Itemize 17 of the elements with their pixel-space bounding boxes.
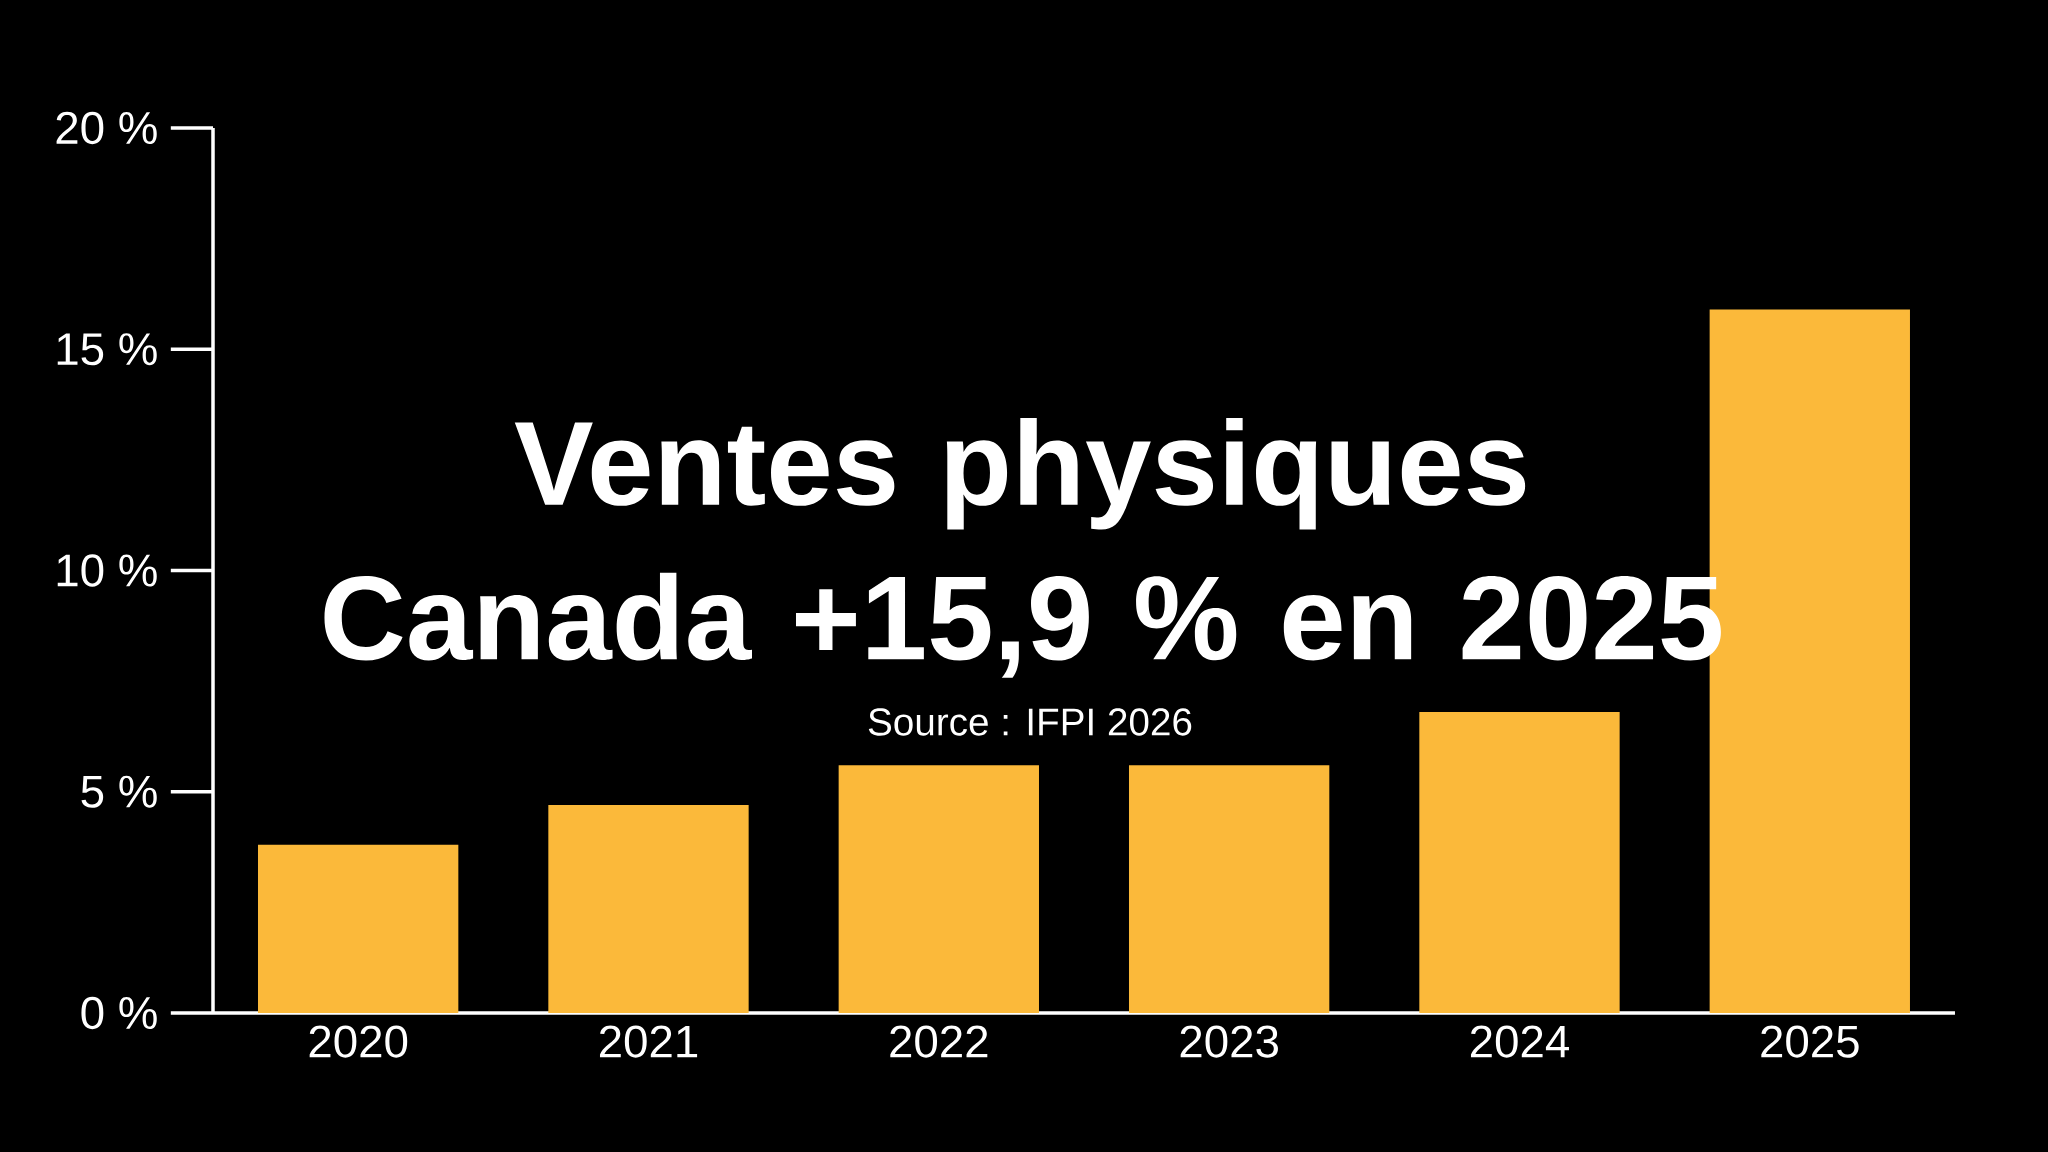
y-tick-label: 10 % (57, 554, 157, 587)
x-tick-label: 2025 (1761, 1025, 1859, 1058)
x-tick-label: 2024 (1470, 1025, 1569, 1058)
bar (548, 805, 749, 1013)
y-tick-label: 0 % (81, 996, 157, 1030)
annotation: Source : IFPI 2026 (868, 708, 1192, 736)
bar (838, 765, 1039, 1013)
x-tick-label: 2022 (890, 1025, 988, 1058)
y-tick-label: 5 % (81, 775, 157, 808)
x-tick-label: 2023 (1180, 1025, 1278, 1058)
x-tick-label: 2020 (309, 1025, 408, 1058)
bar (1419, 712, 1620, 1013)
y-tick-label: 15 % (57, 333, 157, 366)
y-tick-label: 20 % (56, 111, 157, 145)
x-tick-label: 2021 (599, 1025, 698, 1058)
bar (258, 844, 459, 1013)
bar (1128, 765, 1330, 1013)
